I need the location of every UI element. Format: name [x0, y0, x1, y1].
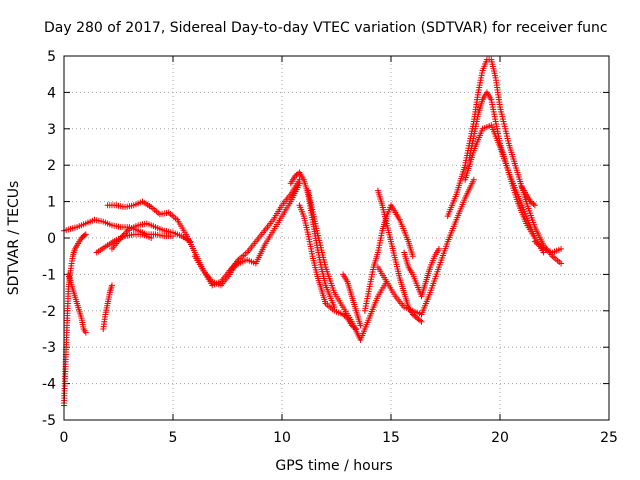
x-tick-label: 25	[600, 430, 618, 446]
series-track-d	[100, 282, 115, 332]
series-track-v	[531, 238, 565, 256]
data-point	[558, 260, 565, 267]
series-track-n	[361, 202, 416, 314]
data-point	[418, 318, 425, 325]
series-track-t	[462, 122, 538, 241]
y-tick-label: 4	[47, 85, 56, 101]
series-track-a	[61, 231, 89, 409]
data-point	[558, 245, 565, 252]
series-track-p	[374, 176, 477, 318]
series-track-h	[191, 176, 303, 289]
series-track-b	[65, 271, 89, 336]
y-tick-label: -5	[42, 413, 56, 429]
y-tick-label: -2	[42, 304, 56, 320]
y-tick-label: 1	[47, 195, 56, 211]
x-tick-label: 5	[169, 430, 178, 446]
y-tick-label: 3	[47, 122, 56, 138]
x-tick-label: 10	[273, 430, 291, 446]
series-track-m	[340, 271, 364, 329]
data-point	[82, 329, 89, 336]
data-point	[82, 231, 89, 238]
series-track-g	[93, 231, 155, 256]
y-tick-label: -3	[42, 340, 56, 356]
y-tick-label: 2	[47, 158, 56, 174]
series-track-u	[518, 184, 538, 209]
data-point	[409, 253, 416, 260]
series-track-l	[305, 187, 390, 343]
x-axis-label: GPS time / hours	[275, 458, 392, 474]
y-tick-label: 5	[47, 49, 56, 65]
data-point	[531, 202, 538, 209]
y-axis-label: SDTVAR / TECUs	[6, 181, 22, 296]
data-point	[530, 201, 537, 208]
data-point	[294, 170, 301, 177]
x-tick-label: 20	[491, 430, 509, 446]
data-point	[187, 238, 194, 245]
y-tick-label: -4	[42, 377, 56, 393]
data-point	[435, 245, 442, 252]
data-point	[417, 317, 424, 324]
y-tick-label: 0	[47, 231, 56, 247]
series-track-q	[401, 245, 442, 300]
data-point	[357, 322, 364, 329]
y-tick-label: -1	[42, 267, 56, 283]
x-tick-label: 0	[60, 430, 69, 446]
data-point	[108, 282, 115, 289]
data-points	[61, 56, 565, 409]
chart-title: Day 280 of 2017, Sidereal Day-to-day VTE…	[44, 20, 608, 36]
series-track-i	[226, 180, 303, 274]
data-point	[81, 232, 88, 239]
plot-frame	[63, 55, 610, 421]
data-point	[148, 235, 155, 241]
data-point	[296, 180, 303, 187]
x-tick-label: 15	[382, 430, 400, 446]
data-point	[470, 176, 477, 183]
axis-ticks: 0 5 10 15 20 25 -5 -4 -3 -2 -1 0 1 2 3 4 5	[42, 49, 618, 446]
